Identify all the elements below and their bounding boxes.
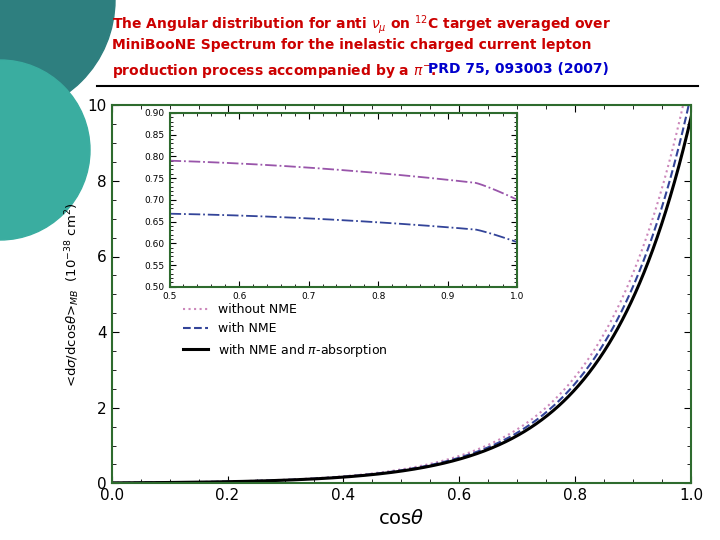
X-axis label: cos$\theta$: cos$\theta$ <box>378 509 425 528</box>
with NME <box>107 480 116 486</box>
without NME <box>547 400 556 406</box>
without NME <box>444 456 452 463</box>
with NME <box>459 453 468 460</box>
without NME <box>477 445 485 451</box>
with NME and $\pi$-absorption <box>107 480 116 486</box>
Legend: without NME, with NME, with NME and $\pi$-absorption: without NME, with NME, with NME and $\pi… <box>178 298 393 363</box>
Line: with NME: with NME <box>112 94 691 483</box>
Line: with NME and $\pi$-absorption: with NME and $\pi$-absorption <box>112 117 691 483</box>
Circle shape <box>0 60 90 240</box>
without NME <box>459 451 468 458</box>
Y-axis label: <d$\sigma$/dcos$\theta$>$_{MB}$  (10$^{-38}$ cm$^{2}$): <d$\sigma$/dcos$\theta$>$_{MB}$ (10$^{-3… <box>63 202 82 387</box>
Text: The Angular distribution for anti $\nu_{\mu}$ on $^{12}$C target averaged over: The Angular distribution for anti $\nu_{… <box>112 14 611 36</box>
without NME <box>687 64 696 71</box>
with NME and $\pi$-absorption <box>687 113 696 120</box>
with NME <box>687 91 696 97</box>
with NME <box>444 457 452 464</box>
with NME and $\pi$-absorption <box>606 338 615 344</box>
without NME <box>606 319 615 325</box>
Text: production process accompanied by a $\pi^{-}$.: production process accompanied by a $\pi… <box>112 62 436 80</box>
Text: PRD 75, 093003 (2007): PRD 75, 093003 (2007) <box>428 62 609 76</box>
without NME <box>143 480 151 486</box>
Circle shape <box>0 0 115 115</box>
with NME and $\pi$-absorption <box>547 409 556 416</box>
Line: without NME: without NME <box>112 68 691 483</box>
with NME and $\pi$-absorption <box>143 480 151 486</box>
with NME <box>547 404 556 411</box>
with NME and $\pi$-absorption <box>459 455 468 461</box>
with NME <box>606 329 615 335</box>
with NME <box>477 447 485 454</box>
with NME and $\pi$-absorption <box>444 459 452 465</box>
without NME <box>107 480 116 486</box>
Text: MiniBooNE Spectrum for the inelastic charged current lepton: MiniBooNE Spectrum for the inelastic cha… <box>112 38 591 52</box>
with NME and $\pi$-absorption <box>477 449 485 455</box>
with NME <box>143 480 151 486</box>
